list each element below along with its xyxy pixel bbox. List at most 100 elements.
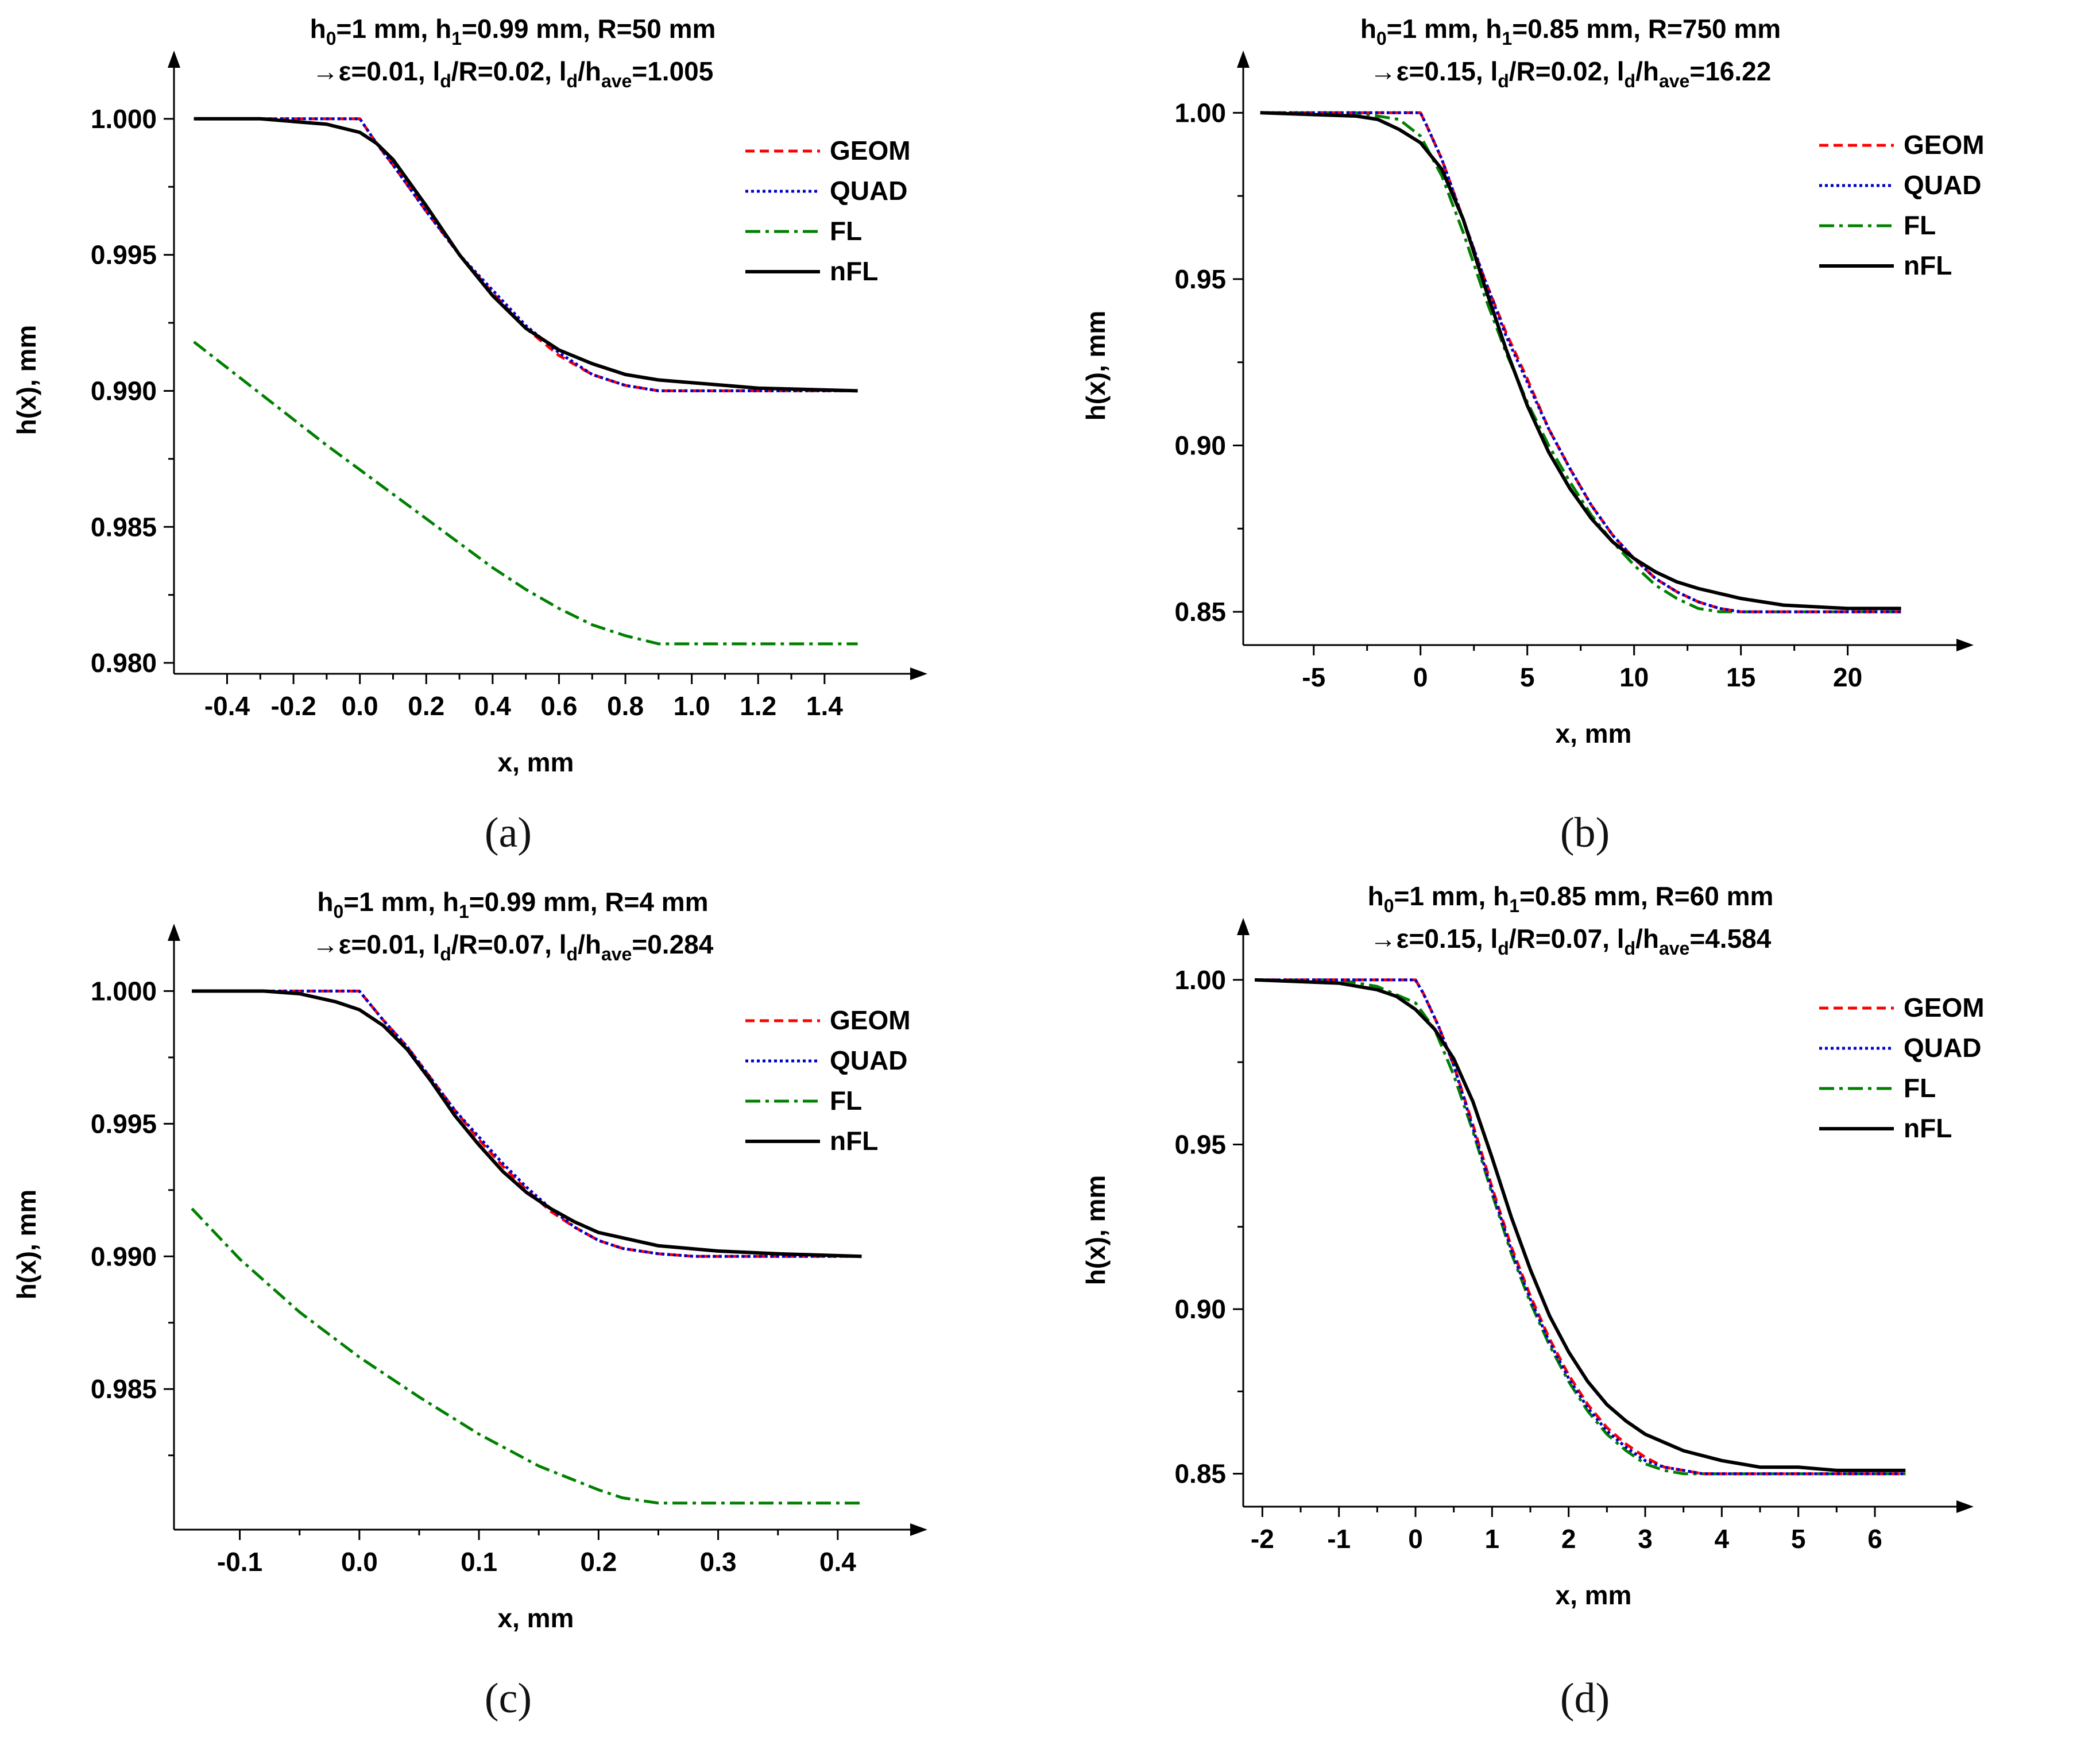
x-tick-label: 5 [1520, 662, 1535, 692]
x-tick-label: 6 [1867, 1524, 1882, 1554]
x-axis-label: x, mm [498, 1603, 574, 1633]
legend-label-geom: GEOM [830, 136, 911, 165]
x-axis-arrow [1956, 1500, 1974, 1513]
legend-label-nfl: nFL [1904, 250, 1952, 280]
series-line-geom [192, 989, 862, 1258]
legend-label-nfl: nFL [830, 256, 878, 286]
chart-panel-b: -5 0 5 10 15 20 0.85 0.90 0.95 1.00 x, mm h(x), mm h… [1081, 14, 1985, 748]
legend-label-quad: QUAD [830, 176, 907, 206]
legend-label-geom: GEOM [1904, 993, 1985, 1022]
x-tick-label: 0.1 [461, 1547, 497, 1577]
y-tick-label: 0.990 [91, 376, 157, 406]
y-tick-label: 1.000 [91, 976, 157, 1006]
y-tick-label: 0.990 [91, 1241, 157, 1271]
x-tick-label: 0.0 [342, 691, 378, 721]
x-tick-label: 20 [1833, 662, 1862, 692]
y-axis-arrow [168, 51, 180, 68]
x-tick-label: 0.2 [580, 1547, 617, 1577]
chart-title-line1: h0=1 mm, h1=0.85 mm, R=750 mm [1360, 14, 1781, 49]
x-tick-label: -0.2 [270, 691, 316, 721]
x-tick-label: -1 [1327, 1524, 1351, 1554]
y-tick-label: 0.90 [1174, 1294, 1226, 1324]
chart-panel-d: -2 -1 0 1 2 3 4 5 6 0.85 0.90 0.95 1.00 x, mm h(x), mm… [1081, 881, 1985, 1610]
series-line-nfl [1254, 978, 1906, 1472]
caption-a: (a) [484, 809, 532, 856]
x-tick-label: 4 [1715, 1524, 1730, 1554]
legend-label-quad: QUAD [1904, 170, 1981, 200]
x-tick-label: 1.4 [806, 691, 843, 721]
x-tick-label: 15 [1726, 662, 1755, 692]
series-line-quad [192, 989, 862, 1258]
legend-label-geom: GEOM [830, 1005, 911, 1035]
y-axis-label: h(x), mm [1081, 1175, 1111, 1286]
chart-panel-c: -0.1 0.0 0.1 0.2 0.3 0.4 0.985 0.990 0.995 1.000 x… [11, 887, 927, 1633]
y-tick-label: 1.00 [1174, 965, 1226, 995]
x-axis-arrow [910, 667, 927, 680]
y-axis-arrow [168, 924, 180, 941]
y-tick-label: 0.980 [91, 648, 157, 678]
series-line-nfl [1260, 111, 1901, 611]
y-tick-label: 1.00 [1174, 98, 1226, 128]
y-tick-label: 0.995 [91, 1109, 157, 1138]
y-tick-label: 0.985 [91, 1374, 157, 1404]
x-axis-arrow [1956, 639, 1974, 651]
chart-title-line2: →ε=0.15, ld/R=0.02, ld/have=16.22 [1370, 56, 1772, 91]
x-axis-arrow [910, 1523, 927, 1536]
y-axis-label: h(x), mm [11, 325, 41, 435]
x-tick-label: 3 [1638, 1524, 1653, 1554]
legend-label-fl: FL [830, 216, 862, 246]
y-tick-label: 0.90 [1174, 431, 1226, 461]
chart-title-line1: h0=1 mm, h1=0.99 mm, R=4 mm [317, 887, 708, 922]
series-line-quad [1255, 978, 1906, 1476]
x-tick-label: 5 [1791, 1524, 1806, 1554]
legend-label-quad: QUAD [830, 1045, 907, 1075]
y-axis-arrow [1237, 918, 1250, 935]
series-line-quad [194, 117, 858, 392]
x-tick-label: -5 [1302, 662, 1325, 692]
x-axis-label: x, mm [1556, 1580, 1632, 1610]
chart-panel-a: -0.4 -0.2 0.0 0.2 0.4 0.6 0.8 1.0 1.2 1.4 0.980 0.9… [11, 14, 927, 777]
series-line-nfl [194, 117, 858, 393]
y-tick-label: 0.85 [1174, 1459, 1226, 1489]
x-tick-label: 2 [1561, 1524, 1576, 1554]
x-tick-label: 0.0 [341, 1547, 378, 1577]
legend-label-quad: QUAD [1904, 1033, 1981, 1063]
series-line-fl [191, 1207, 862, 1505]
legend-label-fl: FL [830, 1086, 862, 1115]
series-line-fl [1260, 111, 1901, 613]
series-line-nfl [192, 989, 862, 1259]
x-tick-label: -2 [1251, 1524, 1274, 1554]
series-line-geom [1260, 111, 1901, 613]
y-tick-label: 0.95 [1174, 1129, 1226, 1159]
y-axis-arrow [1237, 51, 1250, 68]
caption-c: (c) [484, 1675, 532, 1722]
x-axis-label: x, mm [498, 747, 574, 777]
x-tick-label: 0.8 [607, 691, 644, 721]
legend-label-fl: FL [1904, 1073, 1936, 1103]
y-axis-label: h(x), mm [1081, 311, 1111, 421]
x-tick-label: 0.2 [408, 691, 444, 721]
x-tick-label: 0.4 [819, 1547, 856, 1577]
chart-title-line1: h0=1 mm, h1=0.85 mm, R=60 mm [1368, 881, 1774, 916]
series-line-geom [194, 117, 858, 392]
x-tick-label: 1.0 [674, 691, 710, 721]
x-tick-label: 0 [1413, 662, 1428, 692]
x-axis-label: x, mm [1556, 719, 1632, 748]
chart-title-line2: →ε=0.01, ld/R=0.02, ld/have=1.005 [312, 56, 714, 91]
x-tick-label: -0.4 [204, 691, 250, 721]
caption-d: (d) [1560, 1675, 1610, 1722]
y-tick-label: 0.95 [1174, 264, 1226, 294]
legend-label-nfl: nFL [1904, 1113, 1952, 1143]
caption-b: (b) [1560, 809, 1610, 856]
y-tick-label: 1.000 [91, 104, 157, 134]
legend-label-nfl: nFL [830, 1126, 878, 1156]
y-tick-label: 0.85 [1174, 597, 1226, 627]
y-tick-label: 0.995 [91, 240, 157, 270]
series-line-fl [1255, 978, 1906, 1476]
y-axis-label: h(x), mm [11, 1190, 41, 1300]
x-tick-label: 10 [1619, 662, 1649, 692]
x-tick-label: 0 [1408, 1524, 1423, 1554]
chart-title-line1: h0=1 mm, h1=0.99 mm, R=50 mm [310, 14, 716, 49]
x-tick-label: 0.6 [540, 691, 577, 721]
